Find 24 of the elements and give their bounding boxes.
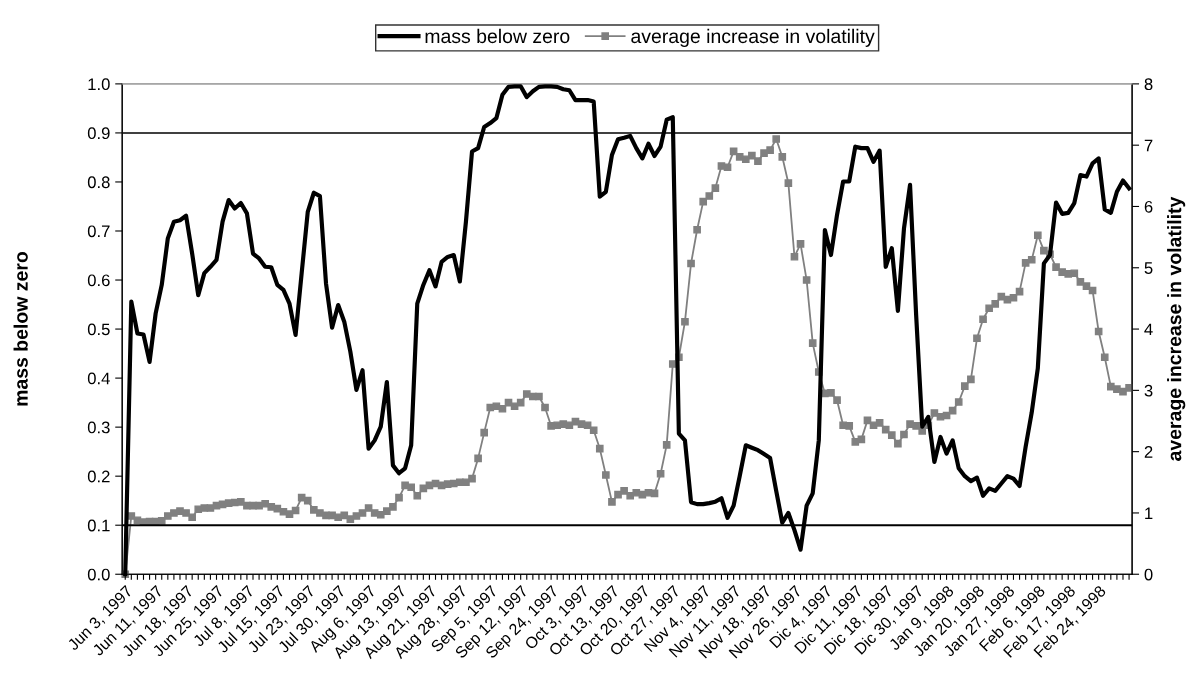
y2-tick-label: 4 [1144,323,1153,336]
y2-axis-title: average increase in volatility [1167,196,1186,461]
y-axis-title: mass below zero [13,252,28,406]
y-tick-label: 0.6 [87,274,110,287]
y2-tick-label: 5 [1144,262,1153,274]
y2-tick-label: 6 [1144,200,1153,213]
y2-tick-label: 8 [1144,78,1153,91]
y-tick-label: 0.5 [87,323,110,336]
y-tick-label: 1.0 [88,78,110,91]
y-tick-label: 0.2 [87,470,110,483]
y2-tick-label: 7 [1144,139,1153,152]
y-tick-label: 0.8 [87,176,110,189]
y-tick-label: 0.0 [87,568,110,581]
y-tick-label: 0.9 [87,127,110,140]
y2-tick-label: 1 [1145,507,1153,519]
y-tick-label: 0.1 [87,519,110,532]
legend-label: average increase in volatility [631,28,875,47]
y-tick-label: 0.7 [87,225,110,238]
legend-label: mass below zero [425,28,570,44]
y-tick-label: 0.4 [87,372,110,385]
y2-tick-label: 3 [1144,384,1153,397]
y2-tick-label: 0 [1144,568,1153,581]
y2-tick-label: 2 [1144,446,1153,458]
y-tick-label: 0.3 [87,421,110,434]
